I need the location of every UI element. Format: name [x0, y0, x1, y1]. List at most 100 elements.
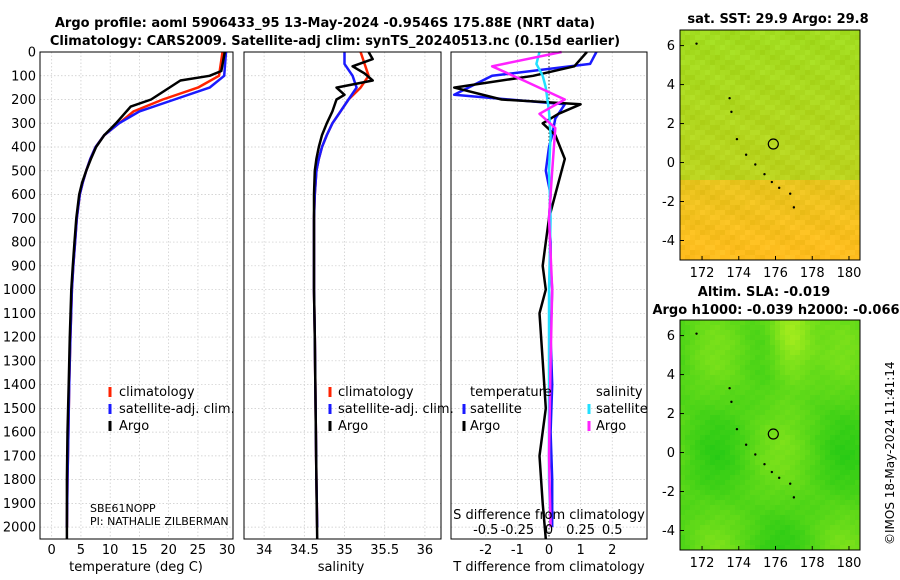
heatmap-cell: [830, 130, 836, 136]
heatmap-cell: [780, 200, 786, 206]
heatmap-cell: [795, 330, 801, 336]
heatmap-cell: [815, 490, 821, 496]
heatmap-cell: [780, 490, 786, 496]
s-difference-tick: -0.25: [501, 523, 535, 538]
heatmap-cell: [830, 155, 836, 161]
heatmap-cell: [760, 400, 766, 406]
heatmap-cell: [705, 145, 711, 151]
heatmap-cell: [825, 435, 831, 441]
heatmap-cell: [810, 150, 816, 156]
heatmap-cell: [780, 55, 786, 61]
heatmap-cell: [735, 405, 741, 411]
heatmap-cell: [800, 515, 806, 521]
heatmap-cell: [705, 215, 711, 221]
heatmap-cell: [835, 40, 841, 46]
heatmap-cell: [700, 500, 706, 506]
heatmap-cell: [825, 370, 831, 376]
heatmap-cell: [745, 65, 751, 71]
heatmap-cell: [715, 65, 721, 71]
heatmap-cell: [815, 100, 821, 106]
heatmap-cell: [750, 425, 756, 431]
heatmap-cell: [795, 395, 801, 401]
heatmap-cell: [700, 120, 706, 126]
heatmap-cell: [800, 35, 806, 41]
heatmap-cell: [840, 150, 846, 156]
heatmap-cell: [845, 405, 851, 411]
heatmap-cell: [785, 515, 791, 521]
heatmap-cell: [750, 220, 756, 226]
heatmap-cell: [815, 85, 821, 91]
heatmap-cell: [825, 30, 831, 36]
heatmap-cell: [730, 230, 736, 236]
heatmap-cell: [790, 165, 796, 171]
heatmap-cell: [855, 490, 861, 496]
heatmap-cell: [790, 355, 796, 361]
heatmap-cell: [720, 445, 726, 451]
heatmap-cell: [720, 115, 726, 121]
heatmap-cell: [825, 520, 831, 526]
heatmap-cell: [810, 430, 816, 436]
heatmap-cell: [710, 150, 716, 156]
heatmap-cell: [715, 530, 721, 536]
header-line2: Climatology: CARS2009. Satellite-adj cli…: [50, 34, 620, 49]
heatmap-cell: [705, 210, 711, 216]
heatmap-cell: [710, 470, 716, 476]
heatmap-cell: [690, 90, 696, 96]
heatmap-cell: [855, 70, 861, 76]
heatmap-cell: [725, 195, 731, 201]
heatmap-cell: [780, 90, 786, 96]
heatmap-cell: [775, 200, 781, 206]
heatmap-cell: [845, 460, 851, 466]
heatmap-cell: [795, 445, 801, 451]
heatmap-cell: [805, 345, 811, 351]
heatmap-cell: [725, 480, 731, 486]
heatmap-cell: [755, 410, 761, 416]
heatmap-cell: [805, 320, 811, 326]
heatmap-cell: [700, 330, 706, 336]
heatmap-cell: [800, 135, 806, 141]
heatmap-cell: [805, 125, 811, 131]
heatmap-cell: [850, 395, 856, 401]
heatmap-cell: [805, 415, 811, 421]
heatmap-cell: [830, 430, 836, 436]
heatmap-cell: [845, 140, 851, 146]
heatmap-cell: [790, 90, 796, 96]
heatmap-cell: [725, 530, 731, 536]
heatmap-cell: [855, 465, 861, 471]
heatmap-cell: [705, 100, 711, 106]
lon-tick: 176: [763, 266, 788, 281]
heatmap-cell: [720, 200, 726, 206]
heatmap-cell: [845, 455, 851, 461]
heatmap-cell: [775, 240, 781, 246]
heatmap-cell: [775, 170, 781, 176]
heatmap-cell: [745, 220, 751, 226]
heatmap-cell: [770, 250, 776, 256]
heatmap-cell: [705, 500, 711, 506]
heatmap-cell: [855, 90, 861, 96]
heatmap-cell: [780, 110, 786, 116]
heatmap-cell: [770, 120, 776, 126]
heatmap-cell: [715, 370, 721, 376]
heatmap-cell: [725, 250, 731, 256]
heatmap-cell: [690, 520, 696, 526]
heatmap-cell: [810, 320, 816, 326]
heatmap-cell: [820, 95, 826, 101]
heatmap-cell: [815, 155, 821, 161]
heatmap-cell: [805, 390, 811, 396]
heatmap-cell: [775, 520, 781, 526]
heatmap-cell: [720, 95, 726, 101]
heatmap-cell: [800, 520, 806, 526]
heatmap-cell: [685, 460, 691, 466]
heatmap-cell: [775, 80, 781, 86]
heatmap-cell: [835, 145, 841, 151]
lat-tick: -4: [662, 234, 675, 249]
trajectory-point: [763, 463, 766, 466]
heatmap-cell: [715, 345, 721, 351]
heatmap-cell: [735, 535, 741, 541]
heatmap-cell: [770, 330, 776, 336]
heatmap-cell: [800, 125, 806, 131]
heatmap-cell: [745, 510, 751, 516]
heatmap-cell: [805, 205, 811, 211]
heatmap-cell: [750, 505, 756, 511]
heatmap-cell: [780, 95, 786, 101]
